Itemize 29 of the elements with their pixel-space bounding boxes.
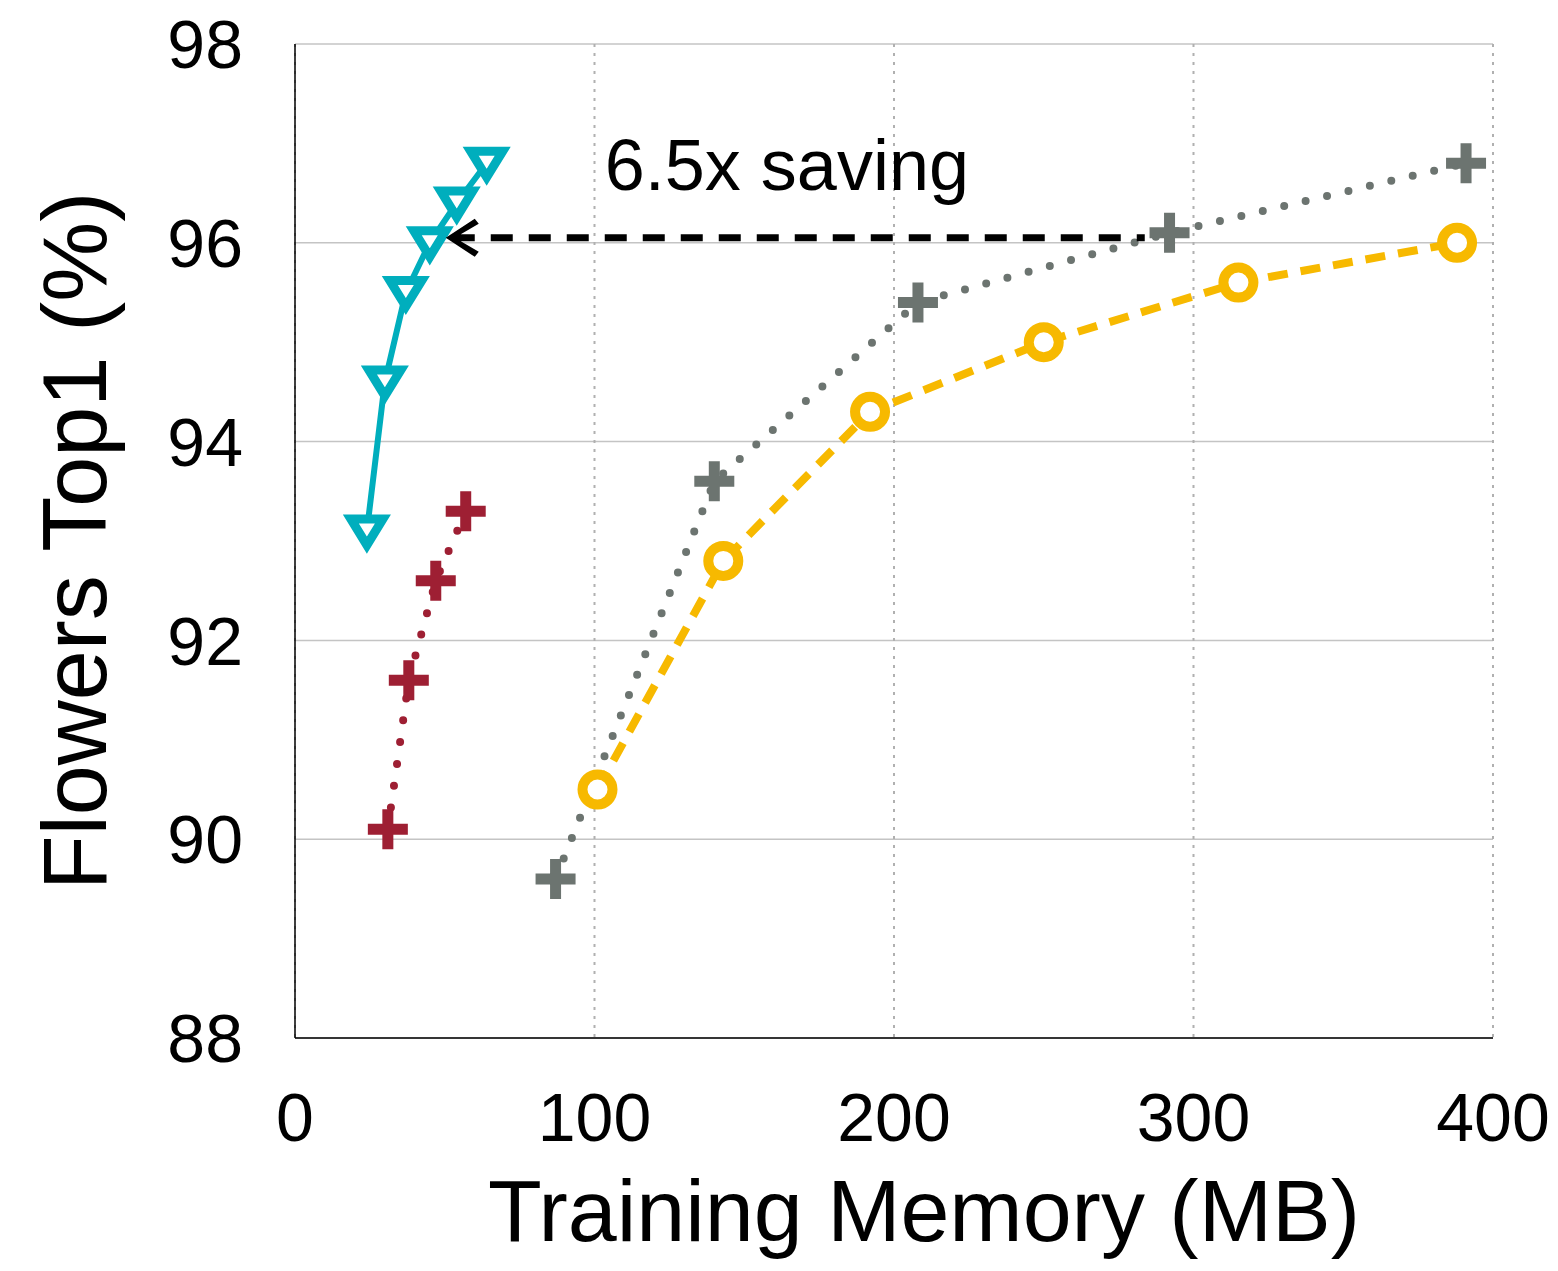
y-tick-label: 94 <box>167 403 243 480</box>
point <box>577 769 618 810</box>
x-tick-label: 400 <box>1436 1079 1550 1156</box>
point <box>897 282 938 323</box>
y-tick-label: 88 <box>167 1000 243 1077</box>
y-tick-label: 96 <box>167 204 243 281</box>
point <box>1218 262 1259 303</box>
y-tick-label: 90 <box>167 801 243 878</box>
point <box>1023 322 1064 363</box>
point <box>415 560 456 601</box>
x-axis-title: Training Memory (MB) <box>488 1161 1360 1260</box>
y-tick-label: 92 <box>167 602 243 679</box>
x-tick-label: 200 <box>837 1079 951 1156</box>
y-tick-label: 98 <box>167 6 243 83</box>
point <box>694 461 735 502</box>
point <box>850 391 891 432</box>
point <box>1437 222 1478 263</box>
point <box>1446 143 1487 184</box>
point <box>535 858 576 899</box>
y-axis-title: Flowers Top1 (%) <box>25 191 125 891</box>
x-tick-label: 100 <box>537 1079 652 1156</box>
point <box>703 540 744 581</box>
point <box>367 809 408 850</box>
x-tick-label: 0 <box>276 1079 314 1156</box>
point <box>445 491 486 532</box>
x-tick-label: 300 <box>1136 1079 1251 1156</box>
point <box>1149 212 1190 253</box>
annotation: 6.5x saving <box>604 124 969 205</box>
point <box>388 660 429 701</box>
